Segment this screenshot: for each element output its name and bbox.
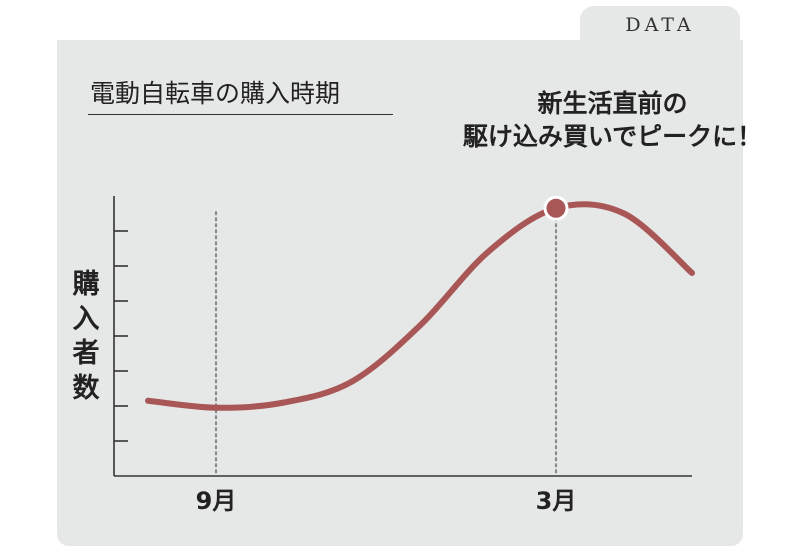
y-axis-label-char: 入 xyxy=(72,303,100,335)
x-tick-label-2: 3月 xyxy=(536,487,577,515)
y-axis-label: 購入者数 xyxy=(64,268,108,406)
y-axis-label-char: 者 xyxy=(72,338,100,370)
annotation-line-2: 駆け込み買いでピークに！ xyxy=(462,121,763,151)
peak-annotation: 新生活直前の 駆け込み買いでピークに！ xyxy=(440,88,785,153)
data-tab-label: DATA xyxy=(625,14,695,36)
title-underline xyxy=(88,114,393,115)
y-axis-label-char: 数 xyxy=(72,372,100,404)
chart-title: 電動自転車の購入時期 xyxy=(90,79,341,108)
series-line xyxy=(145,201,695,411)
x-tick-label-1: 9月 xyxy=(196,487,237,515)
peak-marker xyxy=(543,195,569,221)
chart-panel xyxy=(57,40,743,546)
y-axis-label-char: 購 xyxy=(72,269,100,300)
annotation-line-1: 新生活直前の xyxy=(537,89,688,118)
